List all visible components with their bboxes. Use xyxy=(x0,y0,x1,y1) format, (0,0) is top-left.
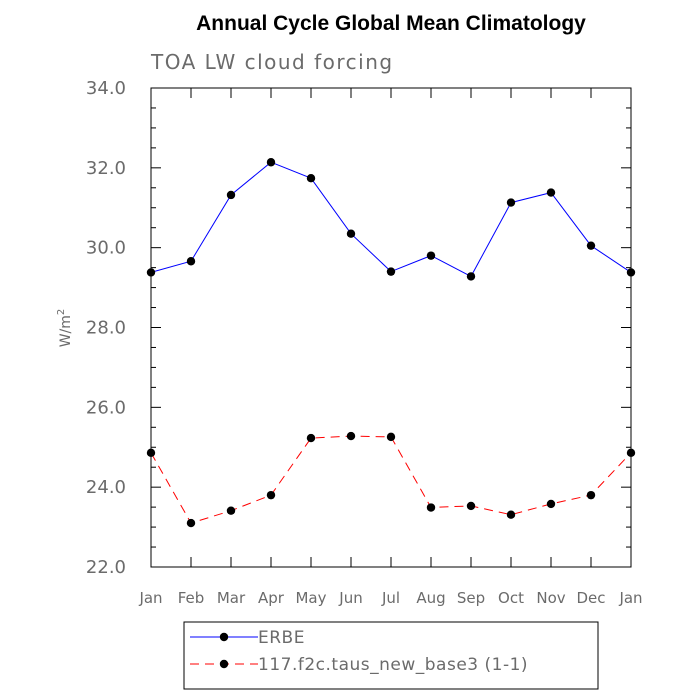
y-tick-label: 34.0 xyxy=(86,78,126,99)
series-1-point xyxy=(506,510,516,519)
series-0-point xyxy=(386,267,396,276)
legend: ERBE 117.f2c.taus_new_base3 (1-1) xyxy=(190,628,528,675)
x-tick-label: Nov xyxy=(536,589,565,607)
series-0-point xyxy=(266,158,276,167)
plot-frame xyxy=(150,87,632,568)
series-line-0 xyxy=(150,161,632,278)
series-1-point xyxy=(426,503,436,512)
x-tick-label: Dec xyxy=(576,589,605,607)
legend-label-0: ERBE xyxy=(258,628,305,648)
x-tick-label: Jun xyxy=(338,589,362,607)
series-1-point xyxy=(306,433,316,443)
series-layer xyxy=(146,158,636,528)
y-axis-label-superscript: 2 xyxy=(56,309,67,315)
axis-ticks xyxy=(150,87,632,568)
x-tick-label: Sep xyxy=(457,589,485,607)
series-0-point xyxy=(586,241,596,250)
y-axis-label-text: W/m xyxy=(58,315,74,347)
chart-title: Annual Cycle Global Mean Climatology xyxy=(196,12,586,35)
x-axis-tick-labels: Jan Feb Mar Apr May Jun Jul Aug Sep Oct Nov Dec Jan xyxy=(138,589,642,607)
x-tick-label: Mar xyxy=(217,589,246,607)
series-0-point xyxy=(226,190,236,200)
series-1-point xyxy=(466,501,476,511)
series-1-point xyxy=(346,431,356,441)
series-1-point xyxy=(626,448,636,458)
y-tick-label: 28.0 xyxy=(86,318,126,339)
series-1-point xyxy=(226,506,236,515)
legend-box xyxy=(183,621,599,690)
x-tick-label: Feb xyxy=(178,589,205,607)
legend-marker-0 xyxy=(219,632,229,642)
y-axis-label: W/m2 xyxy=(56,309,74,348)
x-tick-label: May xyxy=(295,589,326,607)
series-1-point xyxy=(266,490,276,500)
y-tick-label: 26.0 xyxy=(86,397,126,418)
series-0-point xyxy=(306,174,316,183)
series-0-point xyxy=(426,251,436,260)
series-0-point xyxy=(546,188,556,197)
y-axis-tick-labels: 22.0 24.0 26.0 28.0 30.0 32.0 34.0 xyxy=(86,78,126,578)
series-0-point xyxy=(186,257,196,266)
series-1-point xyxy=(546,499,556,509)
x-tick-label: Jan xyxy=(618,589,642,607)
series-0-point xyxy=(466,272,476,281)
y-tick-label: 24.0 xyxy=(86,477,126,498)
series-1-point xyxy=(186,518,196,528)
legend-marker-1 xyxy=(219,659,229,669)
y-tick-label: 32.0 xyxy=(86,158,126,179)
chart-subtitle: TOA LW cloud forcing xyxy=(150,50,394,74)
x-tick-label: Jan xyxy=(138,589,162,607)
series-0-point xyxy=(506,198,516,207)
x-tick-label: Jul xyxy=(381,589,400,607)
series-1-point xyxy=(586,490,596,500)
series-1-point xyxy=(386,432,396,442)
x-tick-label: Oct xyxy=(498,589,524,607)
y-tick-label: 30.0 xyxy=(86,238,126,259)
x-tick-label: Aug xyxy=(416,589,445,607)
series-line-1 xyxy=(150,435,632,524)
y-tick-label: 22.0 xyxy=(86,557,126,578)
x-tick-label: Apr xyxy=(258,589,285,607)
series-0-point xyxy=(626,268,636,277)
legend-label-1: 117.f2c.taus_new_base3 (1-1) xyxy=(258,655,528,675)
series-0-point xyxy=(346,229,356,238)
series-0-point xyxy=(146,268,156,277)
series-1-point xyxy=(146,448,156,458)
